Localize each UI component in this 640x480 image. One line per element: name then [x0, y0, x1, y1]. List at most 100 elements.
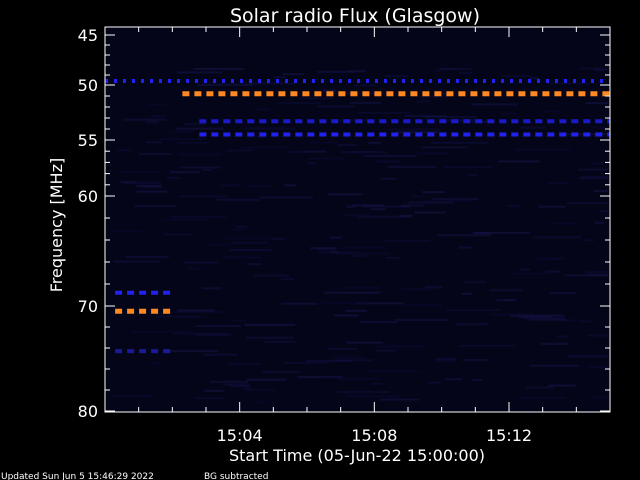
noise-streak	[173, 311, 225, 313]
noise-streak	[421, 191, 445, 194]
noise-streak	[371, 382, 384, 385]
noise-streak	[536, 257, 559, 260]
noise-streak	[368, 141, 382, 144]
noise-streak	[411, 195, 425, 198]
background-noise	[111, 67, 608, 404]
noise-streak	[233, 228, 245, 231]
noise-streak	[112, 394, 152, 397]
noise-streak	[548, 384, 576, 387]
noise-streak	[178, 142, 209, 144]
noise-streak	[281, 302, 318, 305]
noise-streak	[195, 397, 226, 400]
noise-streak	[579, 168, 608, 171]
noise-streak	[170, 215, 227, 218]
noise-streak	[145, 121, 159, 124]
noise-streak	[134, 205, 177, 208]
noise-streak	[335, 252, 389, 255]
noise-streak	[163, 233, 193, 236]
noise-streak	[590, 162, 604, 165]
noise-streak	[247, 185, 272, 188]
axis-ticks: 45 50 55 60 70 80 15:04 15:08 15:12	[78, 26, 610, 445]
noise-streak	[348, 70, 366, 73]
noise-streak	[310, 141, 339, 144]
noise-streak	[139, 153, 172, 155]
noise-streak	[274, 76, 285, 79]
y-tick-label: 50	[78, 76, 98, 95]
noise-streak	[217, 198, 260, 201]
noise-streak	[501, 75, 533, 78]
noise-streak	[253, 274, 290, 277]
noise-streak	[169, 350, 219, 353]
noise-streak	[346, 341, 384, 344]
noise-streak	[317, 70, 355, 73]
noise-streak	[538, 205, 566, 208]
noise-streak	[241, 146, 287, 149]
noise-streak	[357, 111, 411, 114]
noise-streak	[178, 153, 222, 156]
noise-streak	[593, 190, 608, 192]
noise-streak	[340, 151, 388, 154]
noise-streak	[587, 334, 608, 337]
noise-streak	[148, 103, 166, 106]
noise-streak	[529, 318, 566, 321]
noise-streak	[599, 210, 608, 213]
noise-streak	[322, 375, 340, 378]
noise-streak	[558, 133, 608, 136]
noise-streak	[384, 239, 431, 242]
noise-streak	[422, 116, 477, 118]
noise-streak	[363, 155, 416, 157]
noise-streak	[245, 127, 296, 130]
noise-streak	[404, 304, 442, 307]
noise-streak	[298, 97, 333, 100]
noise-streak	[352, 254, 367, 257]
noise-streak	[170, 171, 200, 174]
noise-streak	[509, 314, 564, 317]
y-tick-label: 80	[78, 402, 98, 421]
y-tick-label: 60	[78, 187, 98, 206]
noise-streak	[120, 170, 160, 173]
noise-streak	[123, 182, 161, 185]
noise-streak	[346, 286, 380, 289]
noise-streak	[458, 71, 473, 74]
y-axis-label: Frequency [MHz]	[47, 158, 66, 292]
chart-title: Solar radio Flux (Glasgow)	[230, 5, 480, 27]
noise-streak	[245, 388, 276, 391]
noise-streak	[345, 309, 368, 312]
noise-streak	[327, 193, 363, 196]
x-tick-label: 15:04	[217, 426, 263, 445]
noise-streak	[471, 103, 518, 106]
noise-streak	[194, 79, 207, 82]
noise-streak	[432, 198, 479, 201]
noise-streak	[176, 127, 224, 130]
noise-streak	[545, 270, 561, 273]
noise-streak	[400, 288, 433, 291]
noise-streak	[387, 166, 437, 168]
noise-streak	[547, 82, 590, 85]
noise-streak	[500, 112, 517, 115]
noise-streak	[337, 391, 390, 393]
noise-streak	[245, 336, 295, 339]
noise-streak	[284, 184, 297, 187]
noise-streak	[428, 381, 441, 384]
noise-streak	[197, 83, 253, 86]
noise-streak	[180, 166, 221, 169]
x-tick-label: 15:08	[351, 426, 397, 445]
noise-streak	[244, 323, 296, 326]
noise-streak	[529, 77, 540, 80]
noise-streak	[360, 321, 398, 324]
noise-streak	[545, 110, 559, 113]
noise-streak	[161, 218, 208, 221]
noise-streak	[375, 345, 426, 348]
noise-streak	[379, 398, 420, 401]
noise-streak	[261, 371, 300, 374]
noise-streak	[203, 353, 238, 356]
noise-streak	[472, 379, 483, 382]
noise-streak	[585, 271, 608, 274]
noise-streak	[567, 355, 608, 358]
noise-streak	[125, 255, 169, 258]
noise-streak	[255, 108, 270, 111]
noise-streak	[425, 286, 443, 289]
noise-streak	[282, 73, 304, 76]
noise-streak	[120, 180, 136, 183]
